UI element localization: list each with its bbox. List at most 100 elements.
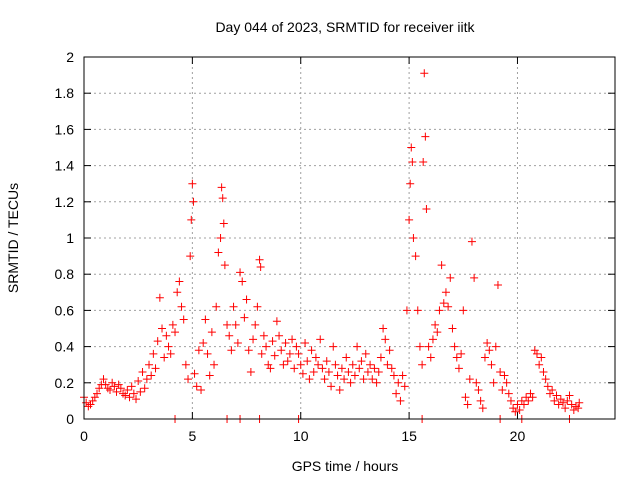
data-point <box>270 351 279 360</box>
data-point <box>575 398 584 407</box>
grid <box>84 57 615 419</box>
data-point <box>509 404 518 413</box>
data-point <box>467 237 476 246</box>
data-point <box>539 367 548 376</box>
data-point <box>558 398 567 407</box>
data-point <box>480 353 489 362</box>
y-tick-label: 0.6 <box>55 302 75 318</box>
data-point <box>142 375 151 384</box>
data-point <box>327 382 336 391</box>
data-point <box>181 360 190 369</box>
data-point <box>493 281 502 290</box>
data-point <box>502 378 511 387</box>
data-point <box>288 335 297 344</box>
data-point <box>227 346 236 355</box>
data-point <box>535 360 544 369</box>
data-point <box>407 143 416 152</box>
data-point <box>231 320 240 329</box>
data-point <box>374 367 383 376</box>
data-point <box>179 315 188 324</box>
data-point <box>197 386 206 395</box>
data-point <box>421 132 430 141</box>
data-point <box>366 360 375 369</box>
data-point <box>82 398 91 407</box>
data-point <box>452 353 461 362</box>
data-point <box>249 335 258 344</box>
data-point <box>353 342 362 351</box>
data-point <box>166 349 175 358</box>
data-point <box>190 369 199 378</box>
y-tick-label: 1.4 <box>55 158 75 174</box>
x-tick-label: 0 <box>80 428 88 444</box>
data-point <box>439 299 448 308</box>
data-point <box>138 367 147 376</box>
data-point <box>428 335 437 344</box>
data-point <box>207 328 216 337</box>
data-point <box>229 302 238 311</box>
data-point <box>340 375 349 384</box>
data-point <box>203 349 212 358</box>
data-point <box>290 364 299 373</box>
data-point <box>461 393 470 402</box>
data-point <box>368 375 377 384</box>
data-point <box>415 342 424 351</box>
data-point <box>545 389 554 398</box>
data-point <box>472 378 481 387</box>
data-point <box>333 371 342 380</box>
data-point <box>448 324 457 333</box>
data-point <box>441 288 450 297</box>
data-point <box>121 391 130 400</box>
data-point <box>217 183 226 192</box>
data-point <box>357 357 366 366</box>
data-point <box>418 360 427 369</box>
data-point <box>246 367 255 376</box>
data-point <box>108 378 117 387</box>
data-point <box>240 313 249 322</box>
data-point <box>99 375 108 384</box>
data-point <box>301 338 310 347</box>
data-point <box>153 337 162 346</box>
data-point <box>337 364 346 373</box>
data-point <box>307 346 316 355</box>
data-point <box>556 395 565 404</box>
data-point <box>476 396 485 405</box>
y-tick-label: 1.8 <box>55 85 75 101</box>
data-point <box>483 338 492 347</box>
y-tick-label: 0 <box>66 411 74 427</box>
data-point <box>383 360 392 369</box>
data-point <box>84 402 93 411</box>
data-point <box>147 371 156 380</box>
data-point <box>171 328 180 337</box>
data-point <box>277 346 286 355</box>
data-point <box>363 367 372 376</box>
x-tick-label: 20 <box>510 428 526 444</box>
data-point <box>219 219 228 228</box>
data-point <box>506 396 515 405</box>
data-point <box>123 386 132 395</box>
data-point <box>162 331 171 340</box>
data-point <box>264 360 273 369</box>
data-point <box>140 384 149 393</box>
data-point <box>420 69 429 78</box>
data-point <box>411 252 420 261</box>
data-point <box>272 317 281 326</box>
data-point <box>175 277 184 286</box>
y-tick-label: 0.4 <box>55 339 75 355</box>
data-point <box>450 342 459 351</box>
x-tick-label: 5 <box>188 428 196 444</box>
data-point <box>223 320 232 329</box>
data-point <box>173 288 182 297</box>
data-point <box>132 395 141 404</box>
data-point <box>136 387 145 396</box>
data-point <box>322 357 331 366</box>
data-point <box>155 293 164 302</box>
data-point <box>127 382 136 391</box>
y-tick-label: 1 <box>66 230 74 246</box>
data-point <box>431 320 440 329</box>
data-point <box>563 396 572 405</box>
data-point <box>344 367 353 376</box>
data-point <box>296 360 305 369</box>
data-point <box>114 380 123 389</box>
data-point <box>487 360 496 369</box>
